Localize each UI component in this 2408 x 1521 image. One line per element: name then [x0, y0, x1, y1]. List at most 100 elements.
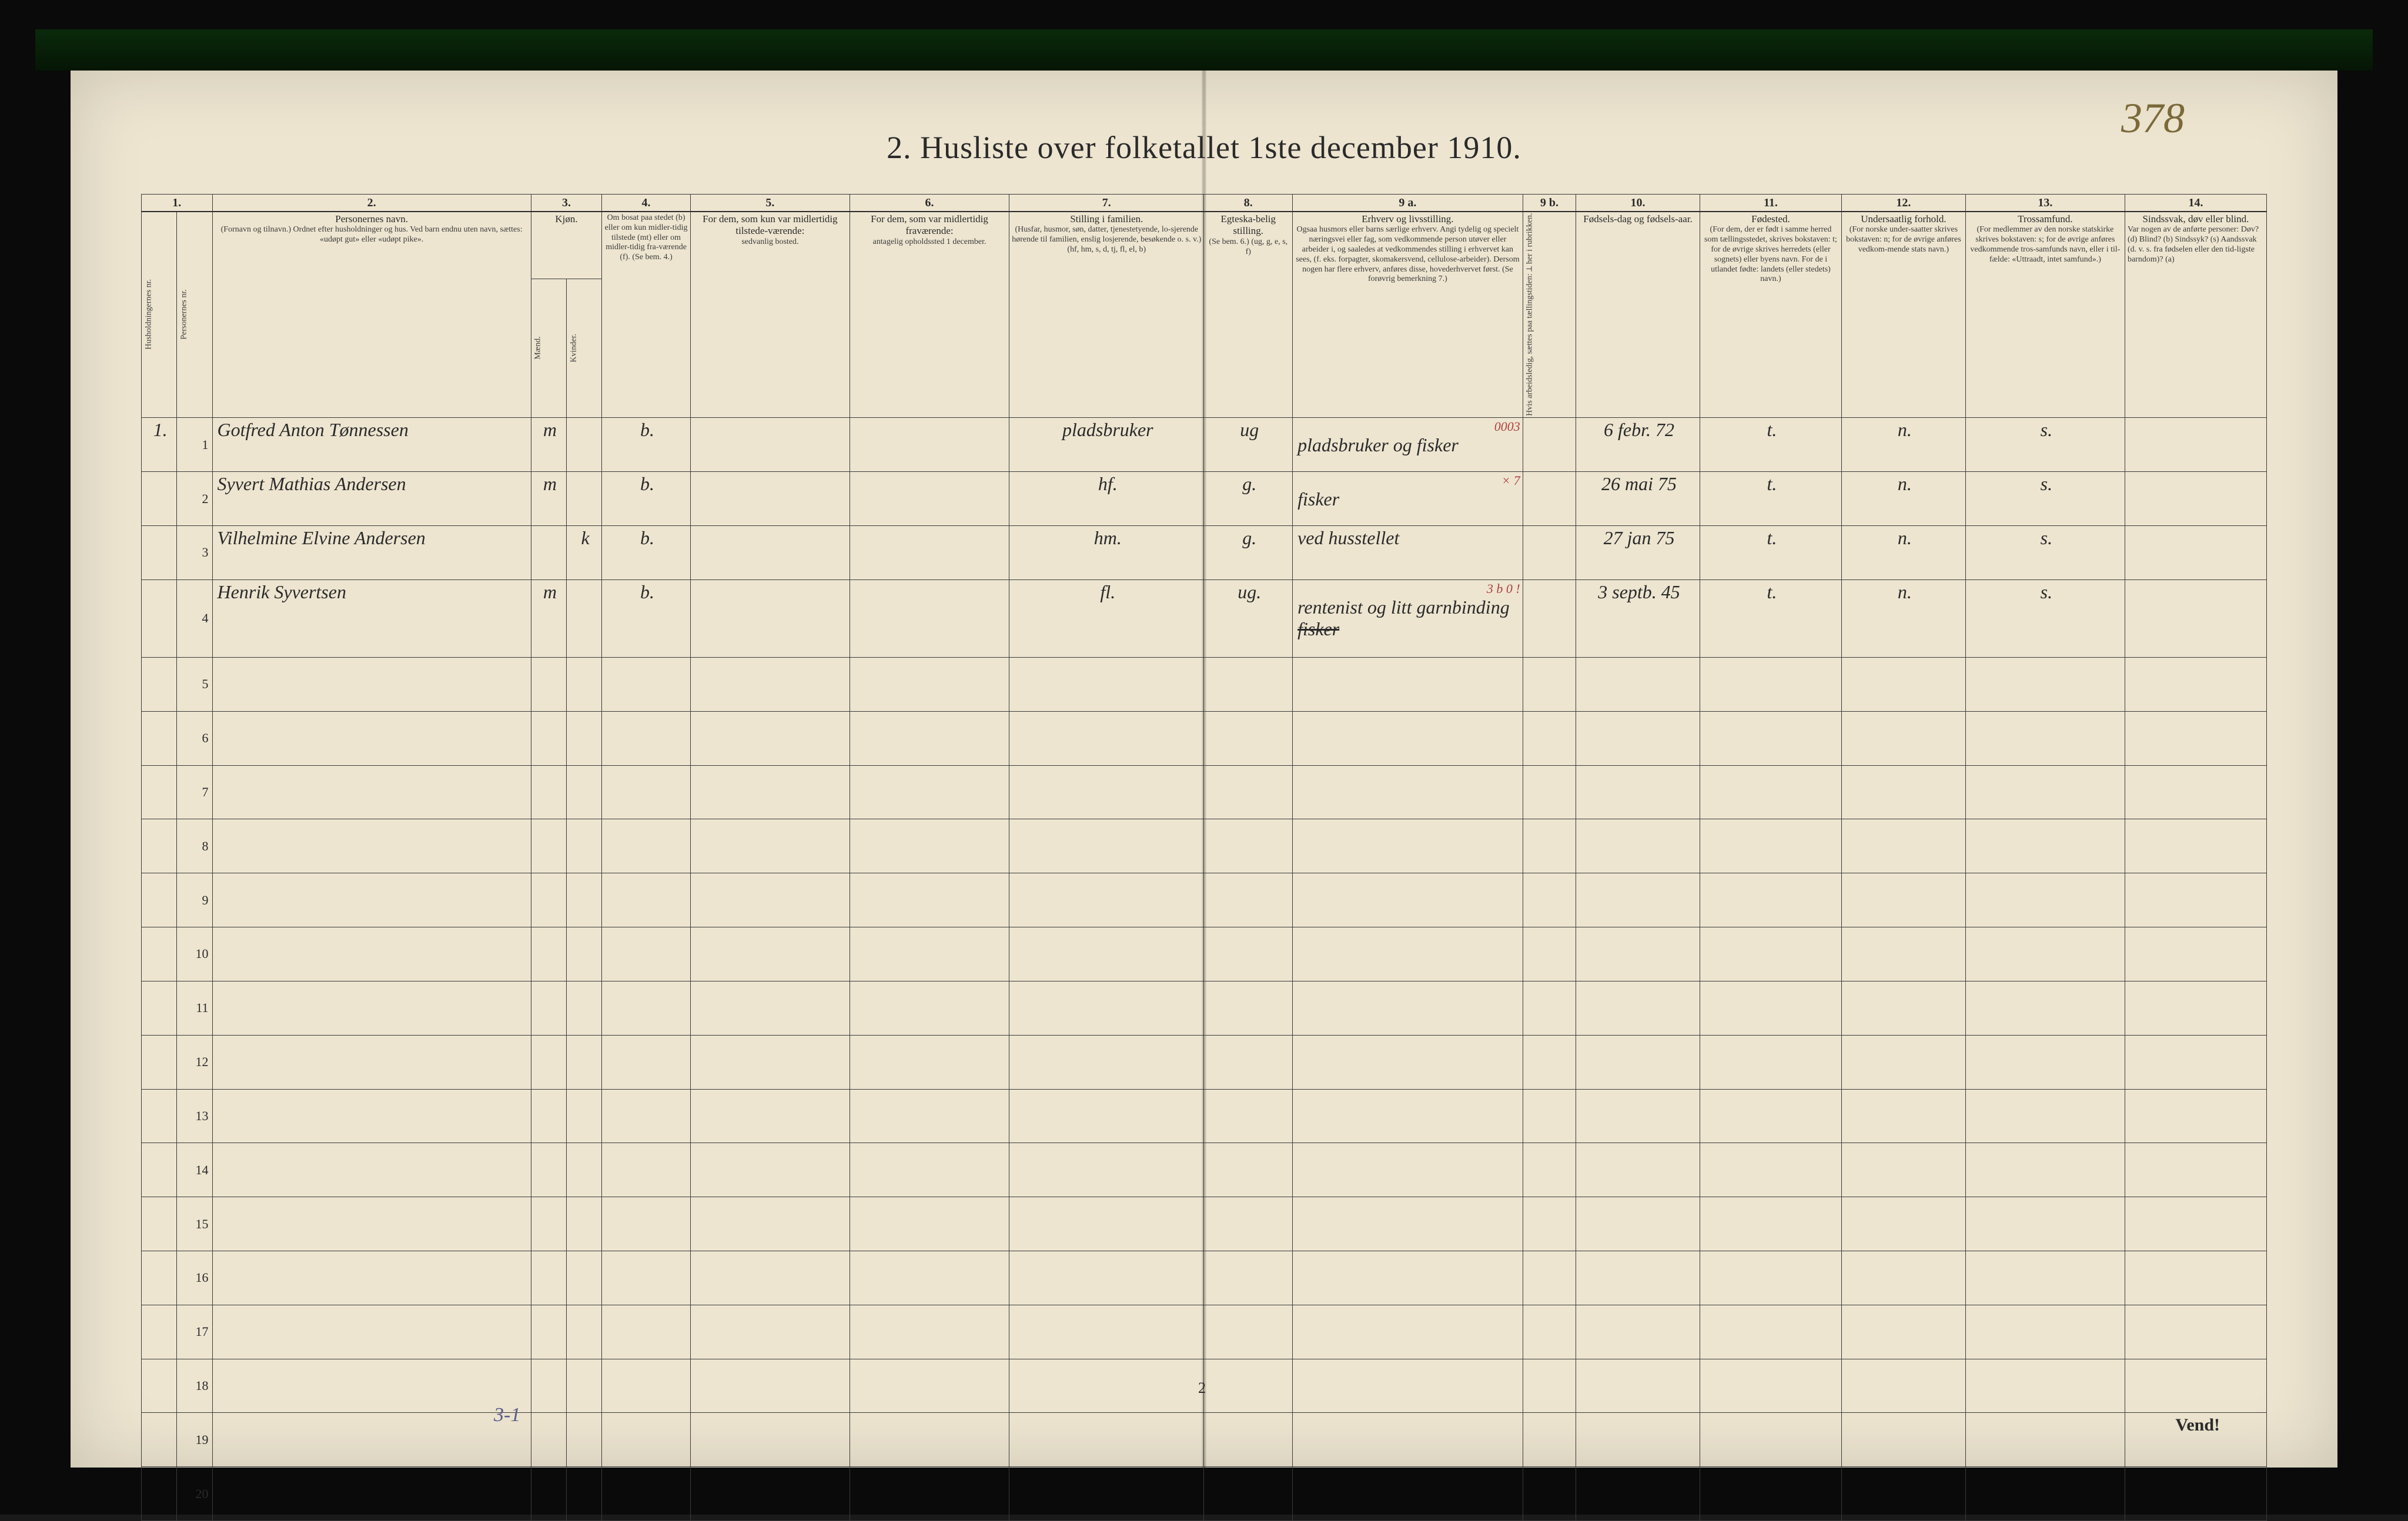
cell-person-nr: 5: [177, 657, 212, 711]
cell-empty: [1841, 873, 1965, 927]
cell-person-nr: 19: [177, 1413, 212, 1467]
cell-empty: [1841, 765, 1965, 819]
cell-empty: [602, 1413, 691, 1467]
cell-empty: [1841, 927, 1965, 981]
cell-empty: [1009, 1089, 1204, 1143]
cell-occupation: 0003pladsbruker og fisker: [1293, 418, 1523, 472]
cell-empty: [567, 1089, 602, 1143]
cell-empty: [212, 1413, 531, 1467]
cell-husholdning-nr: [142, 1089, 177, 1143]
cell-sex-k: [567, 579, 602, 657]
cell-person-nr: 15: [177, 1197, 212, 1251]
cell-empty: [690, 1089, 850, 1143]
cell-empty: [1841, 1089, 1965, 1143]
table-row-empty: 16: [142, 1251, 2267, 1305]
cell-empty: [567, 1305, 602, 1359]
cell-birthdate: 6 febr. 72: [1576, 418, 1700, 472]
hdr-c11-sub: (For dem, der er født i samme herred som…: [1703, 225, 1839, 284]
cell-empty: [531, 711, 566, 765]
cell-empty: [850, 927, 1009, 981]
cell-person-nr: 10: [177, 927, 212, 981]
cell-temp-present: [690, 525, 850, 579]
cell-empty: [2125, 765, 2266, 819]
cell-person-nr: 18: [177, 1359, 212, 1413]
cell-empty: [1293, 1359, 1523, 1413]
cell-empty: [1293, 1035, 1523, 1089]
cell-residence: b.: [602, 525, 691, 579]
cell-family-pos: hm.: [1009, 525, 1204, 579]
table-row-empty: 14: [142, 1143, 2267, 1197]
hdr-c11-title: Fødested.: [1703, 213, 1839, 225]
cell-empty: [1965, 657, 2125, 711]
cell-empty: [1204, 711, 1293, 765]
cell-empty: [1523, 1413, 1576, 1467]
cell-empty: [1965, 1143, 2125, 1197]
cell-empty: [531, 1305, 566, 1359]
hdr-bosat: Om bosat paa stedet (b) eller om kun mid…: [602, 212, 691, 418]
cell-empty: [1841, 1305, 1965, 1359]
cell-person-nr: 2: [177, 472, 212, 526]
hdr-navn-sub: (Fornavn og tilnavn.) Ordnet efter husho…: [215, 225, 529, 245]
cell-empty: [531, 1035, 566, 1089]
cell-empty: [567, 1251, 602, 1305]
cell-empty: [850, 1251, 1009, 1305]
cell-marital: g.: [1204, 472, 1293, 526]
table-row-empty: 15: [142, 1197, 2267, 1251]
cell-empty: [850, 1089, 1009, 1143]
cell-husholdning-nr: [142, 472, 177, 526]
cell-empty: [1965, 1413, 2125, 1467]
cell-sex-m: m: [531, 472, 566, 526]
cell-empty: [212, 981, 531, 1035]
cell-birthplace: t.: [1700, 472, 1841, 526]
cell-empty: [1009, 711, 1204, 765]
cell-empty: [1293, 1467, 1523, 1521]
cell-empty: [850, 711, 1009, 765]
cell-empty: [1523, 1035, 1576, 1089]
table-row: 4Henrik Syvertsenmb.fl.ug.3 b 0 !renteni…: [142, 579, 2267, 657]
cell-empty: [2125, 1359, 2266, 1413]
hdr-c6-title: For dem, som var midlertidig fraværende:: [852, 213, 1006, 237]
cell-temp-absent: [850, 472, 1009, 526]
table-row-empty: 17: [142, 1305, 2267, 1359]
cell-empty: [1700, 981, 1841, 1035]
cell-empty: [1293, 1143, 1523, 1197]
column-number: 9 a.: [1293, 195, 1523, 212]
cell-empty: [1841, 711, 1965, 765]
cell-empty: [1009, 1467, 1204, 1521]
cell-empty: [2125, 1305, 2266, 1359]
occupation-annotation: 3 b 0 !: [1297, 581, 1520, 597]
cell-empty: [2125, 1197, 2266, 1251]
cell-empty: [1965, 981, 2125, 1035]
cell-empty: [531, 927, 566, 981]
column-number-row: 1.2.3.4.5.6.7.8.9 a.9 b.10.11.12.13.14.: [142, 195, 2267, 212]
cell-temp-present: [690, 472, 850, 526]
vend-text: Vend!: [2175, 1415, 2220, 1435]
cell-empty: [1009, 1359, 1204, 1413]
scan-frame: 378 2. Husliste over folketallet 1ste de…: [0, 0, 2408, 1515]
column-number: 7.: [1009, 195, 1204, 212]
table-head: 1.2.3.4.5.6.7.8.9 a.9 b.10.11.12.13.14. …: [142, 195, 2267, 418]
column-number: 2.: [212, 195, 531, 212]
cell-person-nr: 7: [177, 765, 212, 819]
cell-empty: [690, 1413, 850, 1467]
cell-empty: [1576, 765, 1700, 819]
cell-empty: [212, 765, 531, 819]
cell-empty: [1204, 819, 1293, 873]
cell-unemployed: [1523, 579, 1576, 657]
hdr-c13-title: Trossamfund.: [1968, 213, 2122, 225]
cell-empty: [212, 819, 531, 873]
cell-empty: [1523, 711, 1576, 765]
cell-empty: [1009, 981, 1204, 1035]
cell-person-nr: 3: [177, 525, 212, 579]
cell-empty: [602, 981, 691, 1035]
cell-family-pos: fl.: [1009, 579, 1204, 657]
cell-empty: [567, 1143, 602, 1197]
cell-religion: s.: [1965, 579, 2125, 657]
cell-husholdning-nr: [142, 657, 177, 711]
cell-empty: [690, 981, 850, 1035]
hdr-fodsel: Fødsels-dag og fødsels-aar.: [1576, 212, 1700, 418]
cell-empty: [690, 819, 850, 873]
cell-empty: [690, 711, 850, 765]
cell-birthdate: 3 septb. 45: [1576, 579, 1700, 657]
cell-empty: [850, 981, 1009, 1035]
